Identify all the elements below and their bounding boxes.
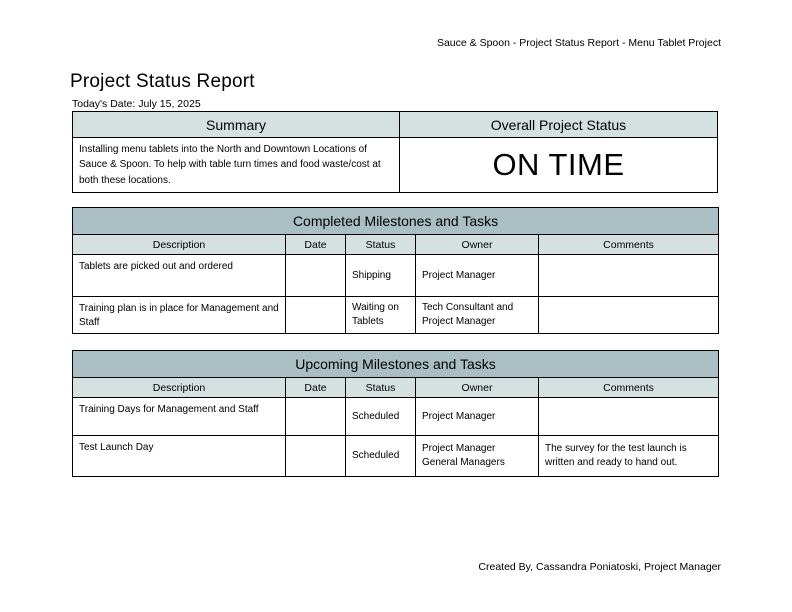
table-row: Test Launch Day Scheduled Project Manage…	[72, 435, 719, 477]
upcoming-title-row: Upcoming Milestones and Tasks	[72, 350, 719, 378]
column-header-owner: Owner	[415, 377, 539, 398]
date-cell	[285, 397, 346, 436]
status-cell: Scheduled	[345, 397, 416, 436]
description-cell: Test Launch Day	[72, 435, 286, 477]
owner-cell: Tech Consultant and Project Manager	[415, 296, 539, 334]
summary-header-row: Summary Overall Project Status	[72, 111, 718, 138]
column-header-row: Description Date Status Owner Comments	[72, 377, 719, 398]
upcoming-milestones-table: Upcoming Milestones and Tasks Descriptio…	[72, 350, 719, 477]
column-header-date: Date	[285, 234, 346, 255]
column-header-owner: Owner	[415, 234, 539, 255]
comments-cell	[538, 397, 719, 436]
table-row: Training Days for Management and Staff S…	[72, 397, 719, 436]
comments-cell	[537, 296, 720, 334]
summary-body-row: Installing menu tablets into the North a…	[72, 137, 718, 193]
date-cell	[285, 254, 346, 297]
upcoming-table-title: Upcoming Milestones and Tasks	[72, 350, 719, 378]
summary-text: Installing menu tablets into the North a…	[72, 137, 400, 193]
column-header-comments: Comments	[538, 377, 719, 398]
column-header-description: Description	[72, 234, 286, 255]
date-line: Today's Date: July 15, 2025	[72, 98, 201, 110]
summary-header-cell: Summary	[72, 111, 400, 138]
description-cell: Tablets are picked out and ordered	[72, 254, 286, 297]
status-cell: Shipping	[345, 254, 416, 297]
column-header-description: Description	[72, 377, 286, 398]
column-header-row: Description Date Status Owner Comments	[72, 234, 720, 255]
status-cell: Scheduled	[345, 435, 416, 477]
status-cell: Waiting on Tablets	[345, 296, 416, 334]
completed-title-row: Completed Milestones and Tasks	[71, 207, 720, 235]
column-header-status: Status	[345, 377, 416, 398]
completed-milestones-table: Completed Milestones and Tasks Descripti…	[71, 207, 720, 334]
owner-cell: Project Manager	[415, 254, 539, 297]
column-header-date: Date	[285, 377, 346, 398]
date-cell	[285, 296, 346, 334]
comments-cell: The survey for the test launch is writte…	[538, 435, 719, 477]
column-header-comments: Comments	[537, 234, 720, 255]
table-row: Training plan is in place for Management…	[72, 296, 720, 334]
owner-cell: Project Manager General Managers	[415, 435, 539, 477]
completed-table-title: Completed Milestones and Tasks	[71, 207, 720, 235]
description-cell: Training plan is in place for Management…	[72, 296, 286, 334]
summary-table: Summary Overall Project Status Installin…	[72, 111, 718, 193]
date-cell	[285, 435, 346, 477]
description-cell: Training Days for Management and Staff	[72, 397, 286, 436]
comments-cell	[537, 254, 720, 297]
overall-status-header-cell: Overall Project Status	[399, 111, 718, 138]
document-footer: Created By, Cassandra Poniatoski, Projec…	[478, 561, 721, 573]
table-row: Tablets are picked out and ordered Shipp…	[72, 254, 720, 297]
owner-cell: Project Manager	[415, 397, 539, 436]
column-header-status: Status	[345, 234, 416, 255]
page-title: Project Status Report	[70, 71, 255, 92]
document-running-header: Sauce & Spoon - Project Status Report - …	[436, 37, 721, 49]
overall-status-value: ON TIME	[399, 137, 718, 193]
